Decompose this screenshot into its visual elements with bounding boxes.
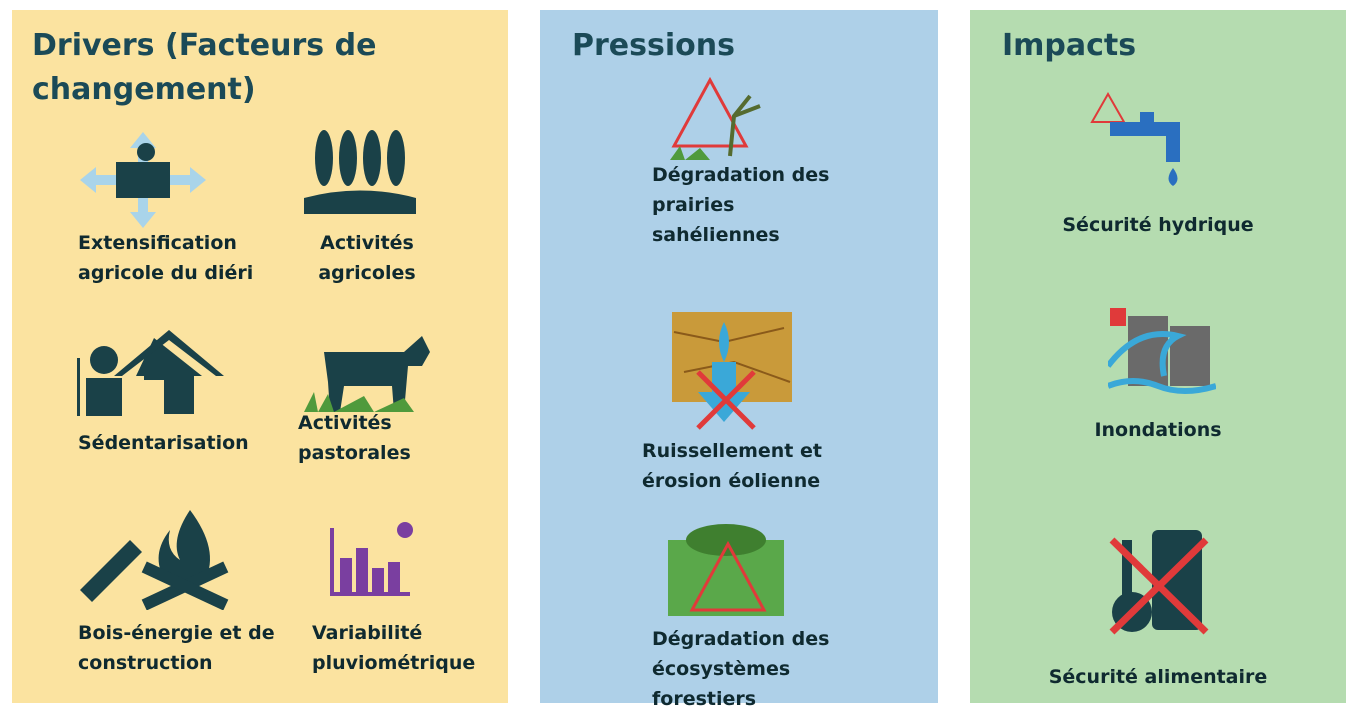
item-label: Inondations (970, 415, 1346, 445)
item-label: Dégradation des écosystèmes forestiers (652, 624, 852, 714)
item-label: Bois-énergie et de construction (78, 618, 288, 678)
item-label: Sécurité hydrique (970, 210, 1346, 240)
icon (304, 118, 416, 214)
item-label: Variabilité pluviométrique (312, 618, 482, 678)
icon (1108, 306, 1216, 396)
panel-title: Impacts (1002, 24, 1136, 68)
item-label: Activités pastorales (298, 408, 448, 468)
icon (668, 520, 788, 616)
item-label: Dégradation des prairies sahéliennes (652, 160, 852, 250)
icon (74, 330, 234, 416)
icon (1102, 520, 1216, 640)
icon (304, 322, 434, 412)
icon (1090, 90, 1190, 190)
icon (78, 130, 208, 230)
drivers-panel: Drivers (Facteurs de changement) Extensi… (12, 10, 508, 703)
icon (664, 262, 804, 442)
icon (670, 76, 770, 160)
icon (70, 510, 230, 610)
pressions-panel: Pressions Dégradation des prairies sahél… (540, 10, 938, 703)
impacts-panel: Impacts Sécurité hydrique Inondations Sé… (970, 10, 1346, 703)
item-label: Ruissellement et érosion éolienne (642, 436, 852, 496)
panel-title: Drivers (Facteurs de changement) (32, 24, 432, 112)
item-label: Extensification agricole du diéri (78, 228, 278, 288)
item-label: Sécurité alimentaire (970, 662, 1346, 692)
icon (330, 518, 420, 598)
item-label: Activités agricoles (312, 228, 422, 288)
item-label: Sédentarisation (78, 428, 278, 458)
panel-title: Pressions (572, 24, 735, 68)
page: Drivers (Facteurs de changement) Extensi… (0, 0, 1357, 713)
